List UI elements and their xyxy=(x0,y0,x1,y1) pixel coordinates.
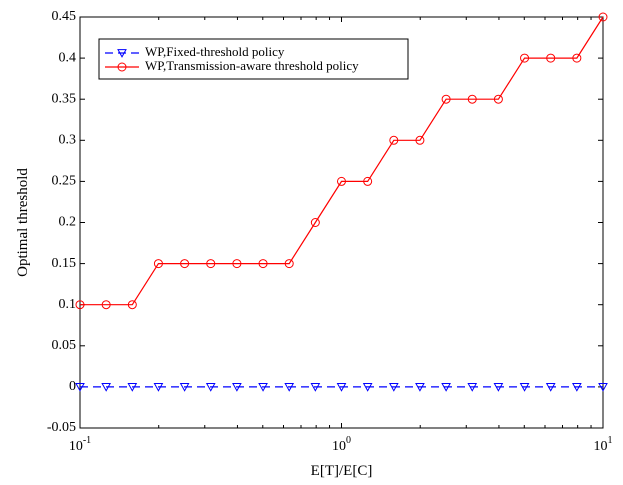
legend-label-transmission-aware: WP,Transmission-aware threshold policy xyxy=(145,58,359,73)
data-point xyxy=(441,94,451,104)
data-point xyxy=(572,53,582,63)
data-point xyxy=(493,383,504,392)
x-tick-label: 101 xyxy=(594,435,613,454)
y-tick-label: 0 xyxy=(69,379,76,394)
data-point xyxy=(258,259,268,269)
series-line xyxy=(80,16,604,306)
y-tick-label: 0.05 xyxy=(52,338,77,353)
y-tick-label: 0.4 xyxy=(59,50,77,65)
data-point xyxy=(389,135,399,145)
y-tick-label: 0.15 xyxy=(52,256,77,271)
x-tick-label-base: 10 xyxy=(69,439,83,454)
data-point xyxy=(545,383,556,392)
data-point xyxy=(127,300,137,310)
data-point xyxy=(232,383,242,392)
y-tick-label: 0.45 xyxy=(52,9,77,24)
data-point xyxy=(519,383,530,392)
data-point xyxy=(284,383,295,392)
x-tick-label-base: 10 xyxy=(332,439,346,454)
data-point xyxy=(441,383,451,392)
data-point xyxy=(337,176,346,186)
data-point xyxy=(153,259,163,269)
data-point xyxy=(415,383,425,392)
y-tick-label: 0.25 xyxy=(52,174,77,189)
series-0 xyxy=(75,383,608,392)
data-point xyxy=(232,259,242,269)
legend-symbol-transmission-aware xyxy=(105,62,139,72)
x-tick-label-exponent: 0 xyxy=(346,435,351,446)
x-tick-label-base: 10 xyxy=(594,439,608,454)
data-point xyxy=(180,259,190,269)
x-tick-label-exponent: 1 xyxy=(608,435,613,446)
data-point xyxy=(127,383,138,392)
data-point xyxy=(415,135,425,145)
data-point xyxy=(310,218,320,227)
data-point xyxy=(493,94,503,104)
legend-marker xyxy=(117,49,127,58)
data-point xyxy=(153,383,164,392)
data-point xyxy=(598,383,608,392)
legend-symbol-fixed-threshold xyxy=(105,49,139,58)
data-point xyxy=(101,383,112,392)
series-layer xyxy=(75,12,608,392)
legend: WP,Fixed-threshold policy WP,Transmissio… xyxy=(98,38,409,80)
data-point xyxy=(546,53,556,63)
data-point xyxy=(363,176,373,186)
x-axis-title: E[T]/E[C] xyxy=(311,463,373,479)
data-point xyxy=(467,383,478,392)
series-1 xyxy=(75,12,608,310)
legend-marker xyxy=(117,62,127,72)
data-point xyxy=(336,383,347,392)
y-tick-label: 0.2 xyxy=(59,215,77,230)
data-point xyxy=(258,383,268,392)
data-point xyxy=(75,383,85,392)
plot-area xyxy=(79,16,604,429)
data-point xyxy=(467,94,477,104)
x-tick-label: 100 xyxy=(332,435,351,454)
axis-ticks: -0.0500.050.10.150.20.250.30.350.40.4510… xyxy=(47,9,613,454)
data-point xyxy=(571,383,582,392)
data-point xyxy=(310,383,321,392)
y-axis-title: Optimal threshold xyxy=(15,168,31,277)
data-point xyxy=(520,53,530,63)
data-point xyxy=(101,300,111,310)
data-point xyxy=(388,383,399,392)
legend-box xyxy=(98,38,409,80)
y-tick-label: 0.1 xyxy=(59,297,77,312)
data-point xyxy=(362,383,373,392)
x-tick-label-exponent: -1 xyxy=(83,435,91,446)
data-point xyxy=(179,383,190,392)
legend-label-fixed-threshold: WP,Fixed-threshold policy xyxy=(145,44,285,59)
data-point xyxy=(284,259,294,269)
data-point xyxy=(205,383,216,392)
y-tick-label: 0.35 xyxy=(52,91,77,106)
y-tick-label: -0.05 xyxy=(47,420,76,435)
data-point xyxy=(598,12,608,22)
data-point xyxy=(206,259,216,269)
y-tick-label: 0.3 xyxy=(59,133,77,148)
x-tick-label: 10-1 xyxy=(69,435,91,454)
data-point xyxy=(75,300,85,310)
